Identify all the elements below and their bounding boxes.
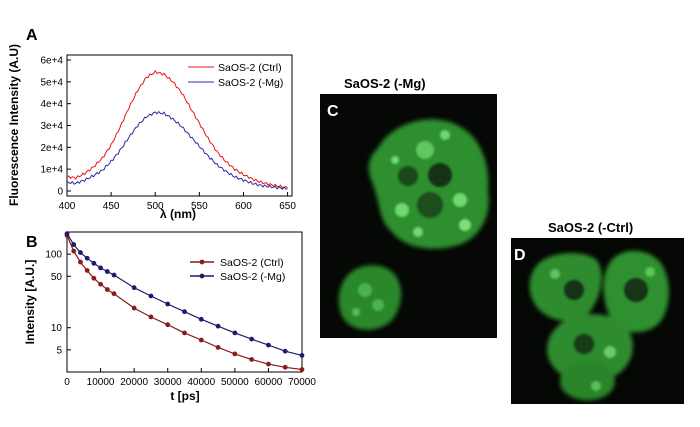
panel-b-y-tick-label: 100 [45, 250, 62, 261]
panel-b-data-point [282, 348, 288, 354]
panel-a-series [66, 69, 288, 191]
panel-b-data-point [78, 259, 83, 265]
panel-b-x-tick-label: 50000 [221, 377, 249, 388]
panel-a-chart: 0 1e+4 2e+4 3e+4 4e+4 5e+4 6e+4 400 450 500 550 60… [7, 44, 296, 221]
panel-b-data-point [182, 330, 187, 336]
panel-b-data-point [104, 287, 110, 292]
panel-b-data-point [165, 301, 171, 307]
panel-b-x-ticks: 0 10000 20000 30000 40000 50000 60000 70000 [64, 368, 316, 388]
panel-b-data-point [232, 351, 238, 357]
panel-b-data-point [104, 269, 110, 274]
panel-b-y-label: Intensity [A.U.] [23, 260, 37, 345]
panel-b-data-point [282, 364, 288, 370]
panel-b-y-tick-label: 50 [51, 272, 63, 283]
panel-d-cell-texture [550, 267, 655, 391]
panel-b-frame [66, 231, 303, 373]
legend-b-marker [199, 259, 205, 265]
panel-a-y-tick-label: 3e+4 [40, 121, 63, 132]
panel-b-y-ticks: 5 10 50 100 [45, 250, 71, 356]
panel-a-x-tick-label: 600 [235, 201, 252, 212]
legend-b-marker [199, 273, 205, 279]
panel-b-x-tick-label: 10000 [87, 377, 115, 388]
panel-b-data-point [148, 293, 154, 299]
panel-b-data-point [111, 272, 117, 278]
panel-a-x-tick-label: 500 [147, 201, 164, 212]
panel-a-x-label: λ (nm) [160, 207, 196, 221]
panel-a-y-tick-label: 1e+4 [40, 165, 63, 176]
panel-c-letter: C [327, 103, 339, 120]
panel-b-data-point [64, 231, 70, 237]
panel-b-data-point [131, 285, 137, 291]
legend-b-mg-label: SaOS-2 (-Mg) [220, 271, 285, 283]
panel-b-data-point [131, 305, 137, 311]
panel-b-data-point [71, 242, 77, 247]
panel-b-data-point [148, 314, 154, 320]
panel-b-letter: B [26, 234, 38, 251]
panel-b-x-tick-label: 70000 [288, 377, 316, 388]
panel-b-data-point [84, 255, 90, 261]
panel-b-series-line [66, 233, 303, 356]
panel-a-y-tick-label: 5e+4 [40, 77, 63, 88]
panel-b-x-tick-label: 0 [64, 377, 70, 388]
panel-b-data-point [266, 342, 271, 348]
panel-b-y-tick-label: 5 [56, 345, 62, 356]
panel-a-y-tick-label: 6e+4 [40, 56, 63, 67]
panel-b-chart: 5 10 50 100 0 10000 20000 30000 40000 50000 60000… [23, 231, 316, 403]
panel-d-title: SaOS-2 (-Ctrl) [548, 220, 633, 235]
panel-b-data-point [249, 336, 255, 342]
panel-a-x-tick-label: 400 [59, 201, 76, 212]
panel-b-data-point [111, 291, 117, 297]
panel-b-data-point [198, 316, 204, 322]
legend-a-ctrl-label: SaOS-2 (Ctrl) [218, 62, 282, 74]
panel-b-series-line [66, 235, 303, 371]
panel-a-series-line [66, 110, 288, 191]
panel-b-data-point [165, 322, 171, 328]
panel-b-data-point [71, 248, 77, 254]
panel-b-series [64, 231, 305, 372]
panel-b-data-point [98, 265, 103, 271]
panel-d-micrograph: D [511, 238, 684, 404]
legend-b-ctrl-label: SaOS-2 (Ctrl) [220, 257, 284, 269]
panel-b-x-tick-label: 60000 [255, 377, 283, 388]
panel-b-data-point [91, 275, 97, 281]
panel-c-micrograph: C [320, 94, 497, 338]
panel-b-data-point [182, 309, 187, 315]
panel-b-data-point [84, 268, 90, 273]
panel-a-letter: A [26, 27, 38, 44]
panel-a-x-tick-label: 650 [279, 201, 296, 212]
panel-d-letter: D [514, 247, 526, 264]
legend-a-mg-label: SaOS-2 (-Mg) [218, 77, 283, 89]
panel-a-series-line [66, 69, 288, 189]
panel-a-y-tick-label: 4e+4 [40, 99, 63, 110]
panel-a-y-label: Fluorescence Intensity (A.U) [7, 44, 21, 206]
panel-b-data-point [299, 353, 305, 358]
panel-b-data-point [266, 361, 271, 367]
panel-b-x-tick-label: 30000 [154, 377, 182, 388]
panel-b-data-point [249, 357, 255, 362]
panel-a-x-tick-label: 450 [103, 201, 120, 212]
panel-b-data-point [78, 250, 83, 255]
panel-b-data-point [198, 337, 204, 343]
panel-c-title: SaOS-2 (-Mg) [344, 76, 426, 91]
panel-c-cell-texture [352, 130, 471, 316]
panel-b-x-label: t [ps] [170, 389, 199, 403]
panel-b-data-point [232, 330, 238, 336]
panel-a-x-tick-label: 550 [191, 201, 208, 212]
panel-b-data-point [299, 367, 305, 372]
panel-b-data-point [91, 260, 97, 266]
panel-b-x-tick-label: 40000 [187, 377, 215, 388]
panel-a-y-tick-label: 2e+4 [40, 143, 63, 154]
panel-b-data-point [98, 281, 103, 287]
panel-b-data-point [215, 323, 221, 329]
panel-a-x-ticks: 400 450 500 550 600 650 [59, 192, 296, 212]
panel-a-y-tick-label: 0 [57, 187, 63, 198]
panel-b-data-point [215, 344, 221, 350]
panel-a-y-ticks: 0 1e+4 2e+4 3e+4 4e+4 5e+4 6e+4 [40, 56, 71, 198]
panel-b-y-tick-label: 10 [51, 323, 63, 334]
panel-b-x-tick-label: 20000 [120, 377, 148, 388]
